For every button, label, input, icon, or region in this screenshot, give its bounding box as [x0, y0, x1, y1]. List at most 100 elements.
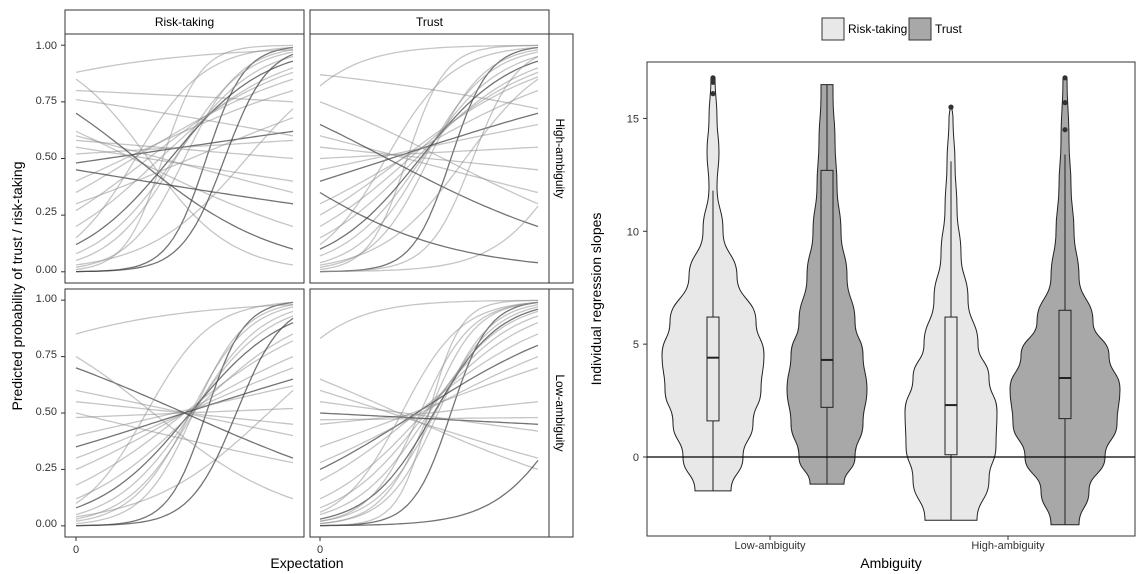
- curve-line: [319, 301, 539, 522]
- curve-line: [75, 139, 294, 160]
- plot-frame: [646, 61, 1136, 537]
- curve-line: [75, 385, 294, 437]
- curve-line: [75, 89, 294, 182]
- y-tick-label: 5: [633, 339, 639, 351]
- y-tick-label: 0.25: [36, 462, 57, 474]
- curve-line: [319, 44, 539, 87]
- box-iqr: [706, 316, 720, 422]
- legend-label-risk-taking: Risk-taking: [848, 22, 907, 36]
- legend-swatch-trust: [908, 17, 932, 41]
- curve-line: [319, 389, 539, 459]
- curve-line: [75, 67, 294, 228]
- curve-line: [75, 46, 294, 239]
- y-tick-label: 15: [627, 113, 639, 125]
- curve-line: [319, 74, 539, 110]
- curve-line: [75, 304, 294, 525]
- curve-line: [319, 89, 539, 205]
- panel-frame-trust-high: [309, 33, 550, 284]
- y-tick-label: 10: [627, 226, 639, 238]
- curve-line: [319, 112, 539, 182]
- x-tick-label: Low-ambiguity: [735, 540, 806, 552]
- strip-col-trust: [309, 9, 550, 35]
- curve-line: [75, 169, 294, 205]
- curve-line: [319, 60, 539, 250]
- curve-line: [75, 310, 294, 520]
- y-axis-title: Individual regression slopes: [588, 213, 604, 386]
- curve-line: [319, 55, 539, 273]
- x-tick-label: 0: [73, 544, 79, 556]
- curve-layer: [61, 44, 539, 527]
- curve-line: [319, 306, 539, 522]
- y-tick-label: 0.00: [36, 518, 57, 530]
- curve-line: [75, 49, 294, 268]
- y-tick-label: 0.25: [36, 206, 57, 218]
- curve-line: [75, 53, 294, 273]
- curve-line: [75, 306, 294, 522]
- curve-line: [319, 299, 538, 340]
- curve-line: [319, 367, 539, 448]
- curve-line: [319, 333, 539, 482]
- strip-col-risk-taking-label: Risk-taking: [155, 15, 214, 29]
- curve-line: [75, 60, 294, 246]
- curve-line: [76, 317, 294, 527]
- strip-col-trust-label: Trust: [416, 15, 444, 29]
- strip-row-high-ambiguity-label: High-ambiguity: [553, 118, 567, 198]
- box-iqr: [820, 169, 834, 408]
- curve-line: [319, 401, 539, 425]
- y-axis-top: 1.00 0.75 0.50 0.25 0.00: [36, 40, 57, 276]
- curve-line: [75, 301, 294, 504]
- panel-frame-trust-low: [309, 288, 550, 538]
- curve-line: [75, 78, 294, 194]
- x-axis-title: Ambiguity: [860, 555, 921, 571]
- curve-line: [319, 135, 539, 194]
- curve-line: [75, 333, 294, 500]
- curve-line: [75, 117, 294, 205]
- x-tick-label: High-ambiguity: [971, 540, 1045, 552]
- curve-line: [319, 146, 539, 160]
- curve-line: [319, 301, 539, 513]
- strip-row-high-ambiguity: [548, 33, 574, 284]
- y-tick-label: 0.00: [36, 264, 57, 276]
- curve-line: [319, 146, 539, 171]
- outlier-point: [1062, 75, 1068, 81]
- left-chart: Risk-taking Trust High-ambiguity Low-amb…: [9, 9, 574, 571]
- y-tick-label: 1.00: [36, 40, 57, 52]
- curve-line: [75, 135, 294, 194]
- box-iqr: [944, 316, 958, 456]
- y-tick-label: 1.00: [36, 293, 57, 305]
- curve-line: [319, 355, 539, 464]
- curve-line: [319, 123, 539, 228]
- x-axis-title: Expectation: [270, 555, 343, 571]
- curve-line: [75, 44, 294, 271]
- curve-line: [75, 315, 294, 516]
- curve-line: [319, 191, 539, 264]
- curve-line: [75, 55, 294, 255]
- curve-line: [75, 89, 294, 103]
- curve-line: [319, 304, 539, 525]
- outlier-point: [710, 75, 716, 81]
- curve-line: [75, 98, 294, 137]
- strip-col-risk-taking: [64, 9, 305, 35]
- curve-line: [75, 139, 294, 155]
- curve-line: [75, 108, 294, 266]
- curve-line: [319, 123, 539, 171]
- y-axis-bottom: 1.00 0.75 0.50 0.25 0.00: [36, 293, 57, 530]
- right-chart: Risk-taking Trust 0 5 10 15 Low-ambiguity Hig…: [588, 17, 1136, 571]
- strip-row-low-ambiguity-label: Low-ambiguity: [553, 374, 567, 451]
- curve-line: [75, 389, 294, 518]
- curve-line: [75, 130, 294, 228]
- curve-line: [319, 344, 539, 470]
- curve-line: [75, 112, 294, 250]
- curve-line: [75, 356, 294, 500]
- outlier-point: [1062, 127, 1068, 133]
- curve-line: [319, 71, 539, 228]
- curve-line: [319, 51, 539, 264]
- curve-line: [319, 308, 539, 520]
- y-tick-label: 0.50: [36, 151, 57, 163]
- outlier-point: [710, 79, 716, 85]
- violin-axes: 0 5 10 15 Low-ambiguity High-ambiguity: [627, 113, 1135, 552]
- outlier-point: [710, 91, 716, 97]
- legend-label-trust: Trust: [935, 22, 963, 36]
- box-iqr: [1058, 309, 1072, 420]
